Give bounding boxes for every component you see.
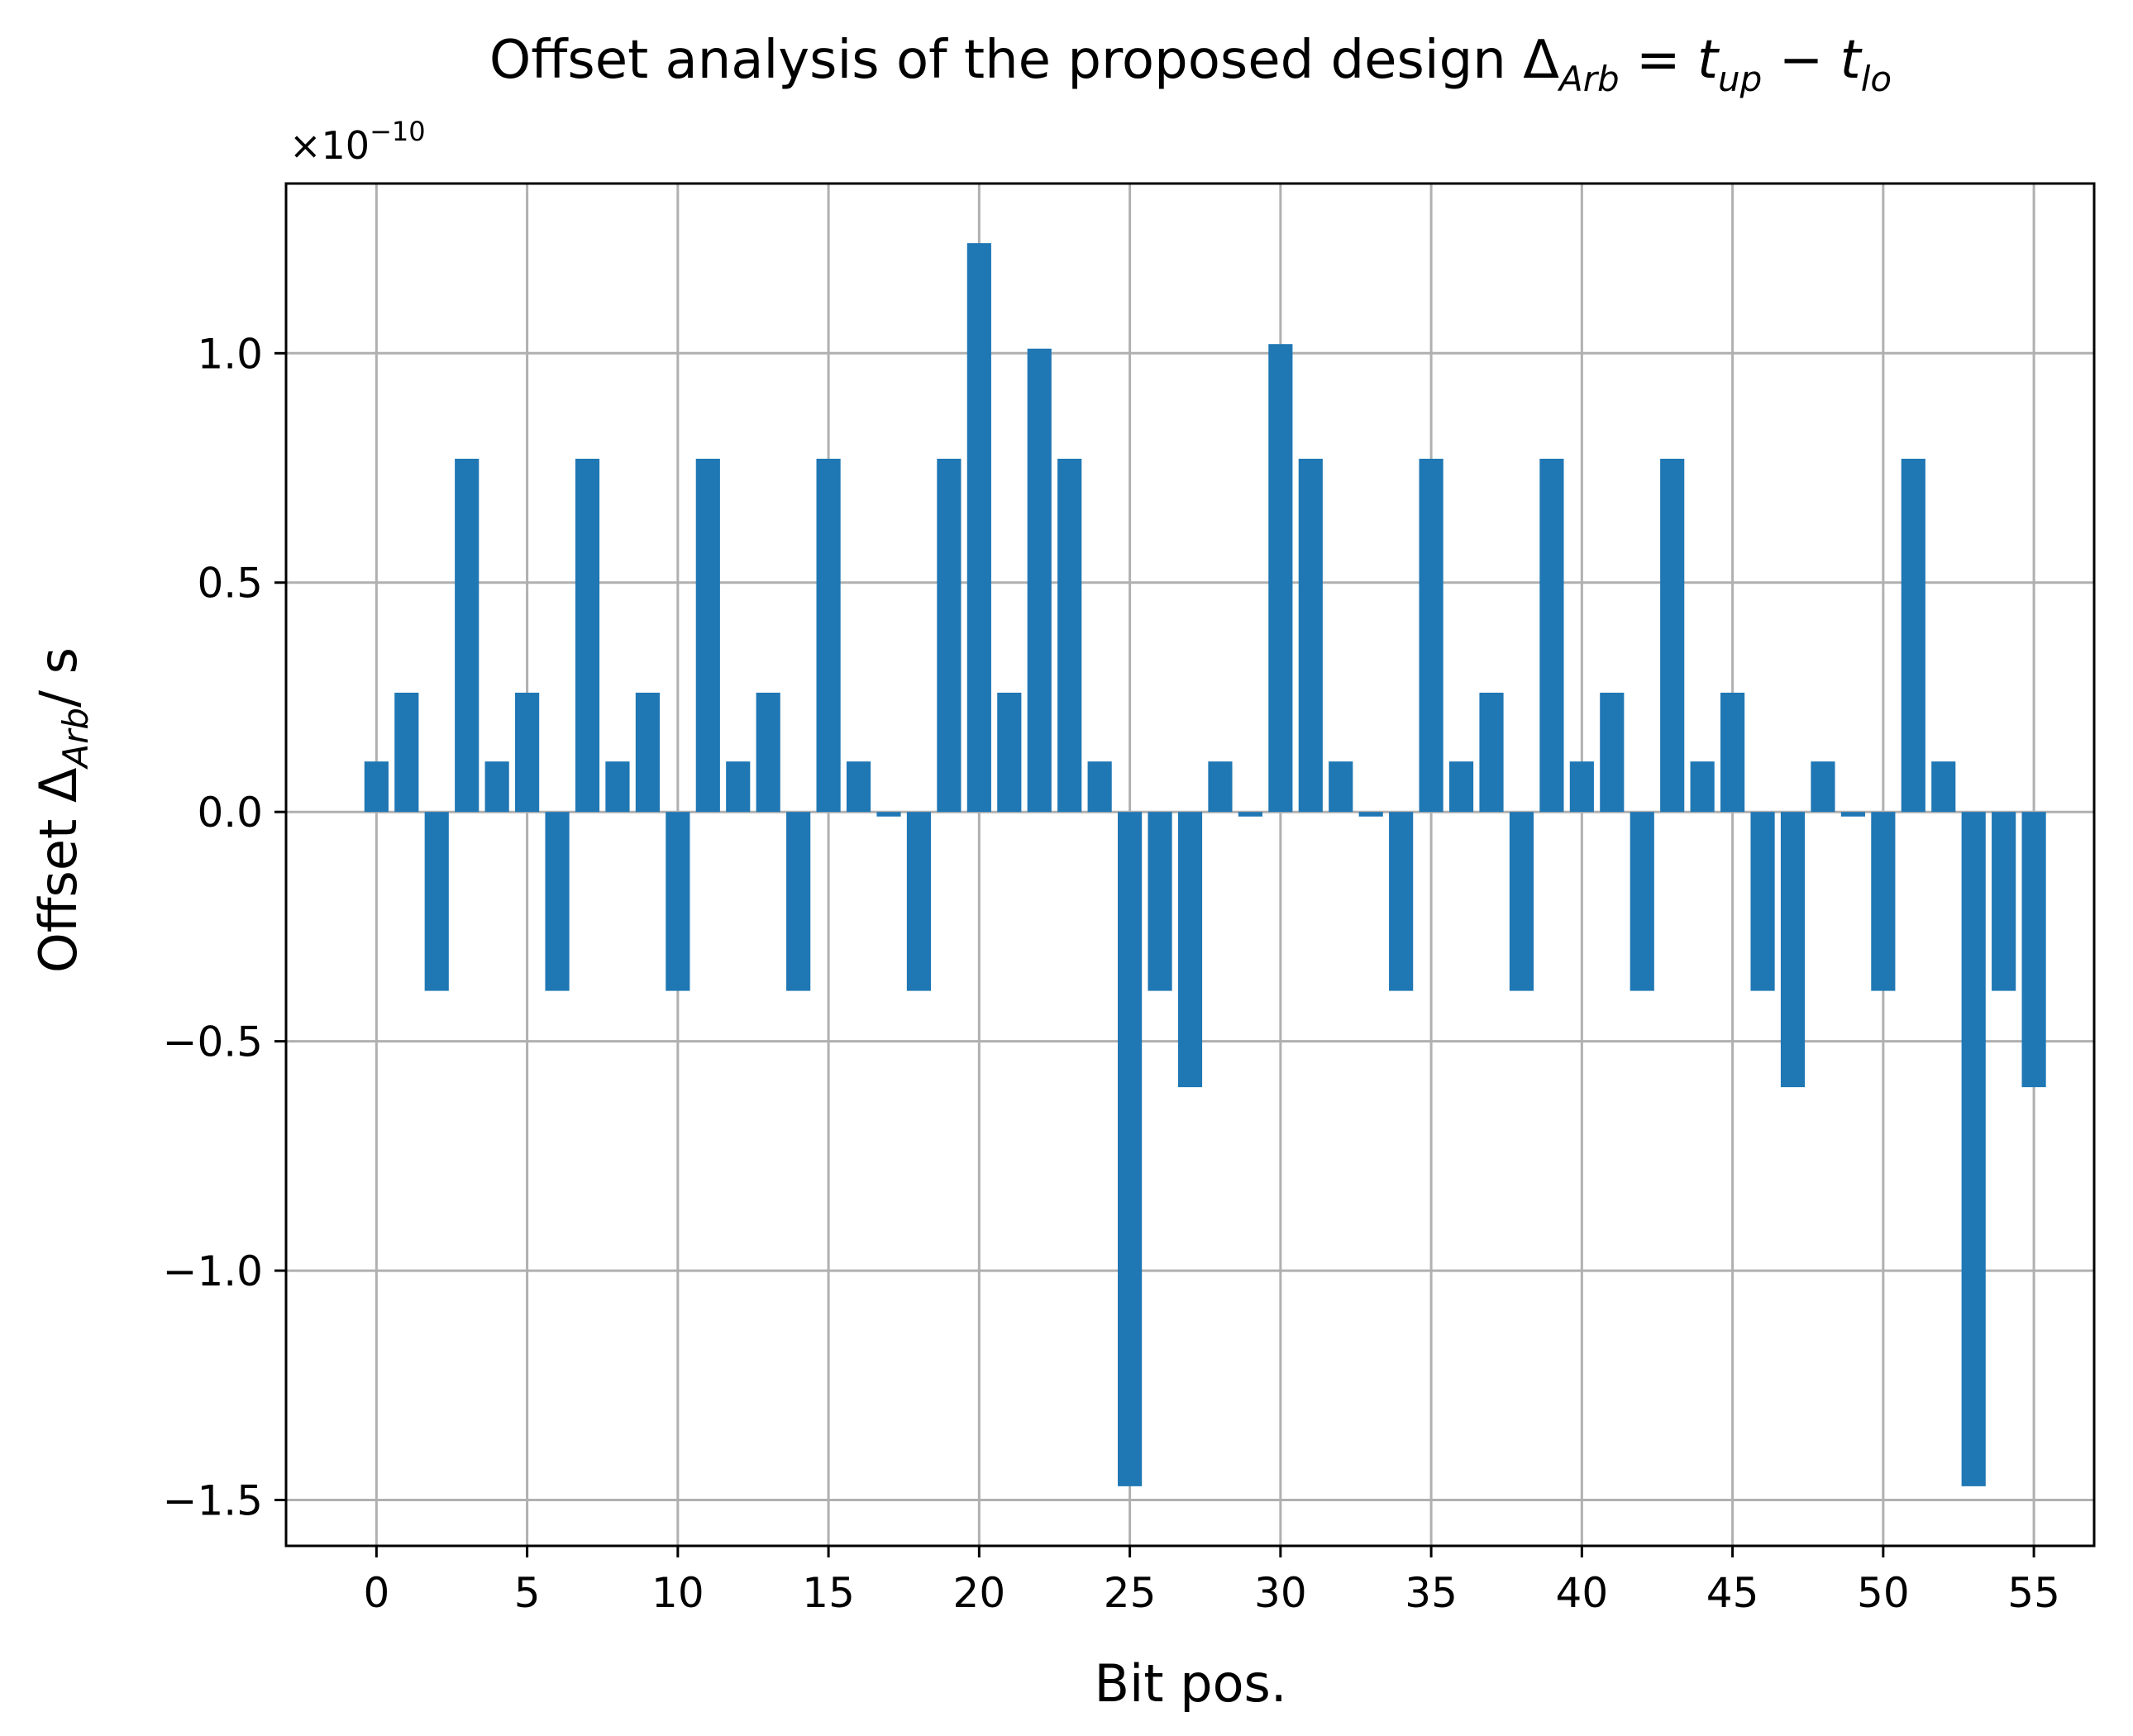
bar-series: [364, 243, 2046, 1486]
bar: [876, 812, 901, 817]
bar: [1419, 458, 1443, 813]
bar: [484, 761, 509, 813]
y-axis-label: Offset ΔArb/ s: [28, 647, 96, 973]
bar: [1479, 692, 1504, 813]
bar: [515, 692, 540, 813]
y-tick-label: 1.0: [197, 330, 263, 378]
bar: [997, 692, 1022, 813]
y-tick-label: −0.5: [163, 1018, 263, 1066]
bar: [1871, 812, 1896, 991]
bar: [1720, 692, 1745, 813]
bar: [1448, 761, 1474, 813]
bar: [846, 761, 871, 813]
bar: [816, 458, 841, 813]
x-tick-label: 20: [953, 1569, 1006, 1617]
bar: [394, 692, 419, 813]
x-tick-label: 45: [1706, 1569, 1759, 1617]
bar: [575, 458, 600, 813]
bar: [545, 812, 570, 991]
y-tick-label: −1.5: [163, 1477, 263, 1525]
bar: [2021, 812, 2046, 1088]
x-tick-label: 5: [514, 1569, 541, 1617]
x-axis-label: Bit pos.: [1094, 1653, 1286, 1714]
plot-frame: [284, 182, 2096, 1548]
bar: [1811, 761, 1835, 813]
bar: [1298, 458, 1323, 813]
bar: [756, 692, 780, 813]
bar: [1901, 458, 1925, 813]
y-tick-label: 0.0: [197, 789, 263, 837]
bar: [364, 761, 389, 813]
bar: [726, 761, 751, 813]
bar: [1238, 812, 1262, 817]
bar: [1087, 761, 1112, 813]
axis-ticks: 0 5 10 15 20 25 30 35 40 45 50 55 −1.5 −1.0 −0.5 0.0 0.5…: [163, 330, 2060, 1617]
bar: [455, 458, 480, 813]
bar: [1389, 812, 1414, 991]
grid-lines: [286, 184, 2094, 1546]
bar: [1329, 761, 1353, 813]
bar: [1569, 761, 1594, 813]
bar: [1027, 348, 1052, 813]
bar: [666, 812, 690, 991]
bar: [1539, 458, 1564, 813]
bar: [424, 812, 449, 991]
x-tick-label: 25: [1104, 1569, 1157, 1617]
bar: [1690, 761, 1715, 813]
y-tick-label: 0.5: [197, 560, 263, 608]
bar: [1148, 812, 1172, 991]
bar: [1358, 812, 1383, 817]
x-tick-label: 0: [363, 1569, 389, 1617]
bar: [1840, 812, 1865, 817]
x-tick-label: 35: [1405, 1569, 1458, 1617]
bar: [1268, 344, 1293, 813]
y-tick-label: −1.0: [163, 1247, 263, 1295]
bar: [1780, 812, 1806, 1088]
bar: [1600, 692, 1625, 813]
x-tick-label: 15: [802, 1569, 855, 1617]
bar: [1992, 812, 2016, 991]
bar: [1509, 812, 1534, 991]
chart-title: Offset analysis of the proposed design Δ…: [489, 30, 1892, 99]
bar: [786, 812, 811, 991]
x-tick-label: 10: [651, 1569, 704, 1617]
bar: [1177, 812, 1203, 1088]
bar: [1630, 812, 1654, 991]
bar: [605, 761, 630, 813]
bar: [635, 692, 660, 813]
bar: [966, 243, 991, 813]
bar: [1660, 458, 1685, 813]
x-tick-label: 50: [1857, 1569, 1910, 1617]
bar: [937, 458, 962, 813]
bar: [1931, 761, 1956, 813]
x-tick-label: 30: [1254, 1569, 1307, 1617]
bar: [1118, 812, 1143, 1486]
bar: [906, 812, 932, 991]
bar: [695, 458, 720, 813]
x-tick-label: 55: [2007, 1569, 2060, 1617]
x-tick-label: 40: [1556, 1569, 1609, 1617]
bar: [1750, 812, 1775, 991]
y-offset-text: ×10−10: [289, 116, 426, 168]
bar: [1057, 458, 1082, 813]
bar: [1208, 761, 1233, 813]
bar: [1961, 812, 1986, 1486]
